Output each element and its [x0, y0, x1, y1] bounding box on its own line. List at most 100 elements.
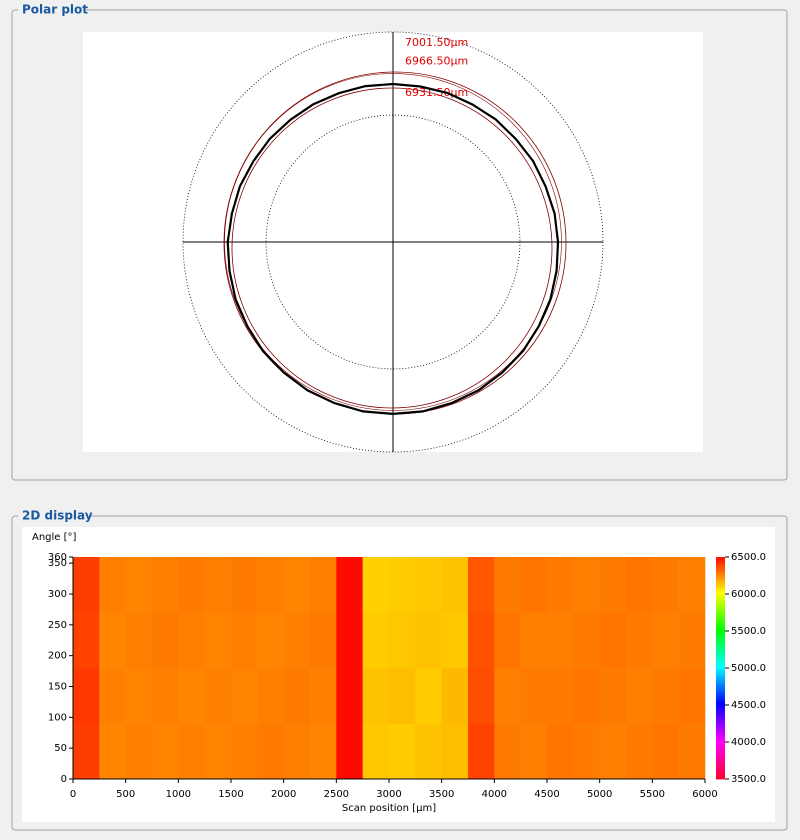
- x-tick-label: 0: [70, 789, 76, 800]
- heat-cell: [441, 668, 469, 724]
- colorbar-step: [716, 665, 725, 669]
- heat-cell: [573, 723, 600, 780]
- heat-cell: [415, 723, 442, 780]
- heat-cell: [678, 668, 706, 724]
- colorbar-step: [716, 776, 725, 780]
- x-tick-label: 3000: [376, 789, 401, 800]
- heat-cell: [257, 557, 284, 613]
- heat-cell: [125, 723, 153, 780]
- heat-cell: [152, 668, 179, 724]
- heat-cell: [678, 723, 706, 780]
- x-tick-label: 4000: [482, 789, 507, 800]
- heat-cell: [389, 723, 416, 780]
- colorbar-label: 5000.0: [731, 663, 766, 674]
- x-tick-label: 3500: [429, 789, 454, 800]
- heat-cell: [231, 723, 258, 780]
- heat-cell: [494, 723, 521, 780]
- heat-cell: [178, 612, 205, 669]
- colorbar-step: [716, 758, 725, 762]
- heat-cell: [415, 557, 442, 613]
- y-tick-label: 150: [48, 682, 67, 693]
- heat-cell: [125, 557, 153, 613]
- heat-cell: [626, 557, 653, 613]
- heat-cell: [204, 612, 232, 669]
- heat-cell: [520, 612, 548, 669]
- y-tick-label: 200: [48, 651, 67, 662]
- colorbar-step: [716, 731, 725, 735]
- heat-cell: [441, 557, 469, 613]
- colorbar-step: [716, 737, 725, 741]
- heat-cell: [231, 612, 258, 669]
- y-tick-label: 350: [48, 558, 67, 569]
- heat-cell: [310, 557, 337, 613]
- panel-title-bg: [18, 508, 90, 524]
- colorbar-step: [716, 596, 725, 600]
- x-tick-label: 500: [116, 789, 135, 800]
- y-tick-label: 0: [61, 774, 67, 785]
- colorbar-step: [716, 716, 725, 720]
- colorbar-step: [716, 743, 725, 747]
- heat-cell: [573, 612, 600, 669]
- colorbar-step: [716, 587, 725, 591]
- colorbar-step: [716, 707, 725, 711]
- colorbar-step: [716, 593, 725, 597]
- colorbar-step: [716, 767, 725, 771]
- colorbar-step: [716, 599, 725, 603]
- heat-cell: [599, 723, 627, 780]
- x-tick-label: 4500: [534, 789, 559, 800]
- colorbar-step: [716, 728, 725, 732]
- colorbar-step: [716, 671, 725, 675]
- ring-label: 6966.50µm: [405, 55, 468, 68]
- heat-cell: [389, 668, 416, 724]
- heat-cell: [599, 668, 627, 724]
- colorbar-step: [716, 647, 725, 651]
- heat-cell: [362, 668, 390, 724]
- colorbar-step: [716, 752, 725, 756]
- heat-cell: [231, 557, 258, 613]
- colorbar-step: [716, 674, 725, 678]
- colorbar-step: [716, 662, 725, 666]
- heat-cell: [520, 668, 548, 724]
- heat-cell: [152, 557, 179, 613]
- heat-cell: [231, 668, 258, 724]
- colorbar-step: [716, 698, 725, 702]
- colorbar-label: 6000.0: [731, 589, 766, 600]
- heat-cell: [362, 612, 390, 669]
- panel-title: Polar plot: [22, 3, 88, 17]
- heat-cell: [152, 612, 179, 669]
- heat-cell: [547, 723, 574, 780]
- heat-cell: [626, 612, 653, 669]
- heat-cell: [494, 668, 521, 724]
- y-tick-label: 100: [48, 712, 67, 723]
- heat-cell: [73, 723, 100, 780]
- colorbar-step: [716, 605, 725, 609]
- heat-cell: [125, 612, 153, 669]
- colorbar-step: [716, 632, 725, 636]
- colorbar-step: [716, 689, 725, 693]
- x-tick-label: 1000: [166, 789, 191, 800]
- heat-cell: [257, 723, 284, 780]
- heat-cell: [494, 612, 521, 669]
- x-axis-label: Scan position [µm]: [342, 803, 436, 814]
- colorbar-label: 5500.0: [731, 626, 766, 637]
- heat-cell: [178, 557, 205, 613]
- heat-cell: [389, 612, 416, 669]
- heat-cell: [520, 723, 548, 780]
- panel-title-bg: [18, 2, 86, 18]
- ring: [182, 31, 604, 453]
- heat-cell: [125, 668, 153, 724]
- heat-cell: [547, 612, 574, 669]
- colorbar-step: [716, 683, 725, 687]
- heat-cell: [652, 557, 679, 613]
- colorbar-step: [716, 704, 725, 708]
- heat-cell: [73, 668, 100, 724]
- heat-cell: [678, 557, 706, 613]
- colorbar-step: [716, 644, 725, 648]
- heat-cell: [99, 612, 126, 669]
- colorbar-step: [716, 713, 725, 717]
- heat-cell: [494, 557, 521, 613]
- colorbar-step: [716, 575, 725, 579]
- ring: [224, 73, 562, 411]
- colorbar-step: [716, 602, 725, 606]
